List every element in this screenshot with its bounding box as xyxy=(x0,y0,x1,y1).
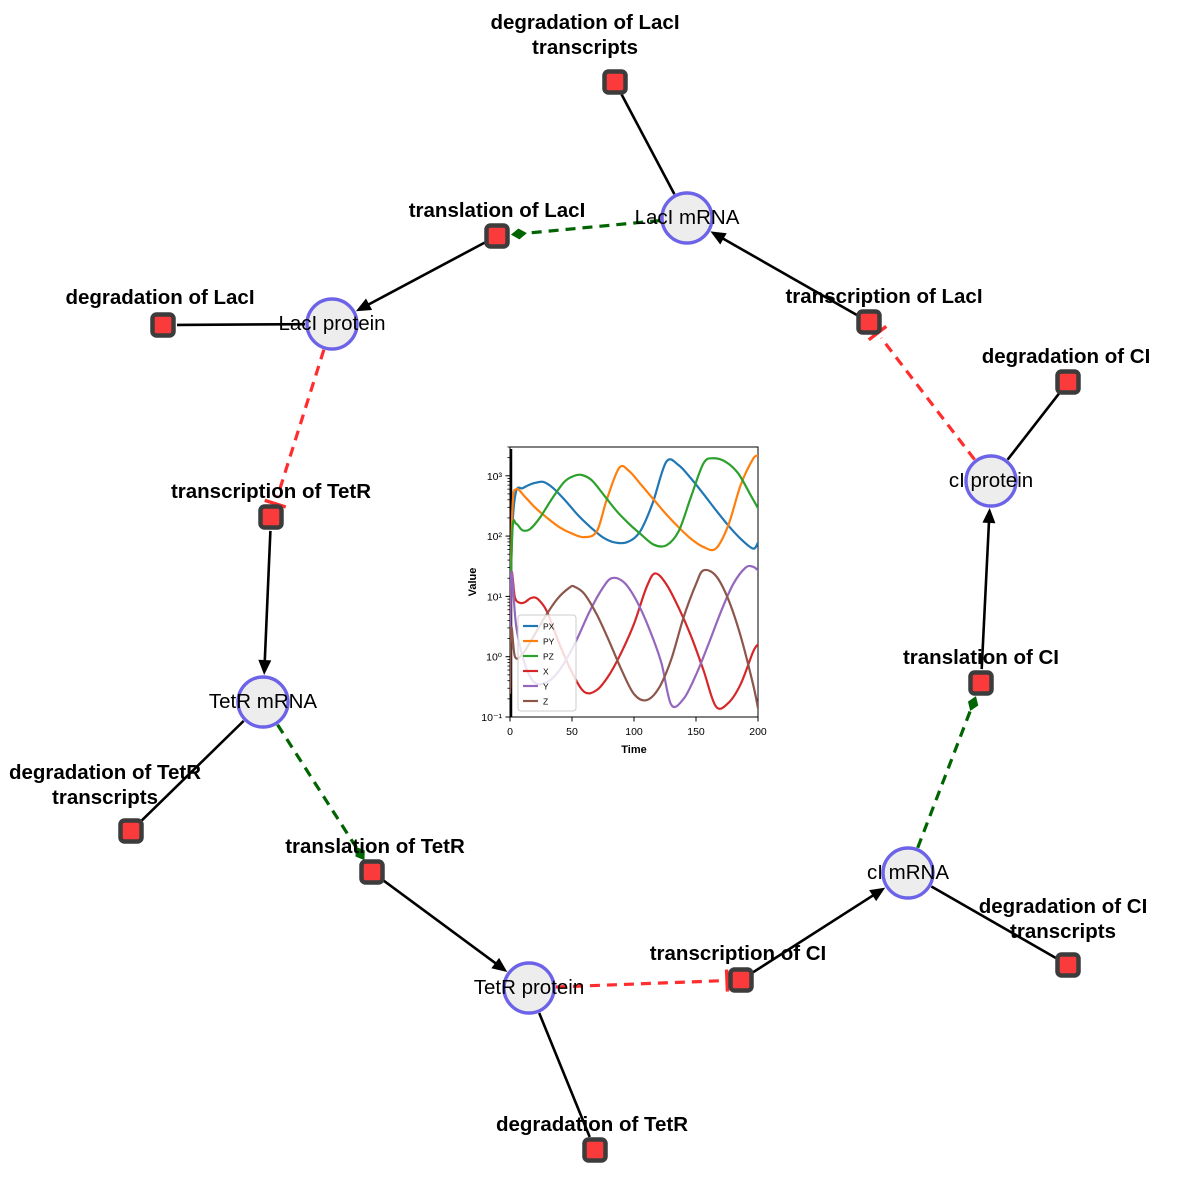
edge-substrate xyxy=(930,885,1057,960)
timecourse-inset-chart: 10⁻¹ 10⁰ 10¹ 10² 10³ 0 50 100 150 200 Time Value PX P… xyxy=(462,437,780,763)
arrowhead-triangle xyxy=(258,659,272,676)
reaction-node-deg_tetr[interactable] xyxy=(582,1137,608,1163)
reaction-node-tl_ci[interactable] xyxy=(968,670,994,696)
reaction-node-deg_ci_tr[interactable] xyxy=(1055,952,1081,978)
edge-substrate xyxy=(620,93,676,195)
species-label-tetr_prot: TetR protein xyxy=(473,976,585,999)
reaction-node-tl_tetr[interactable] xyxy=(359,859,385,885)
reaction-node-tx_tetr[interactable] xyxy=(258,504,284,530)
reaction-label-deg_laci_tr: degradation of LacI transcripts xyxy=(490,11,680,59)
chart-legend-label-Z: Z xyxy=(543,696,548,706)
edge-substrate xyxy=(263,530,272,667)
chart-legend-label-PZ: PZ xyxy=(543,651,554,661)
chart-legend-label-X: X xyxy=(543,666,549,676)
chart-legend-label-PY: PY xyxy=(543,636,555,646)
chart-xtick-label: 100 xyxy=(625,726,643,738)
reaction-node-deg_tetr_tr[interactable] xyxy=(118,818,144,844)
edge-substrate xyxy=(140,719,245,823)
chart-ytick-label: 10³ xyxy=(487,471,503,483)
arrowhead-triangle xyxy=(355,298,373,312)
chart-xtick-label: 50 xyxy=(566,726,578,738)
reaction-label-deg_tetr: degradation of TetR xyxy=(495,1113,689,1136)
reaction-label-deg_laci: degradation of LacI xyxy=(65,286,255,309)
edge-catalysis xyxy=(916,702,975,849)
species-label-laci_mrna: LacI mRNA xyxy=(634,206,740,229)
edge-inhibition xyxy=(555,979,722,989)
arrowhead-triangle xyxy=(982,507,996,524)
reaction-node-tl_laci[interactable] xyxy=(484,223,510,249)
edge-substrate xyxy=(537,1012,591,1138)
reaction-node-deg_ci[interactable] xyxy=(1055,369,1081,395)
species-label-tetr_mrna: TetR mRNA xyxy=(208,690,318,713)
arrowhead-diamond xyxy=(967,696,979,712)
species-node-ci_prot[interactable] xyxy=(964,454,1018,508)
reaction-label-deg_ci_tr: degradation of CI transcripts xyxy=(978,895,1148,943)
chart-series-PY xyxy=(510,454,758,616)
species-label-ci_mrna: cI mRNA xyxy=(867,861,949,884)
edge-catalysis xyxy=(276,723,362,855)
chart-ytick-label: 10² xyxy=(487,531,503,543)
arrowhead-triangle xyxy=(869,887,886,902)
species-node-ci_mrna[interactable] xyxy=(881,846,935,900)
species-node-tetr_prot[interactable] xyxy=(502,961,556,1015)
chart-ytick-label: 10¹ xyxy=(487,591,503,603)
edge-inhibition xyxy=(879,336,976,461)
chart-series-PZ xyxy=(510,457,758,622)
edge-substrate xyxy=(752,891,879,974)
edge-substrate xyxy=(717,234,858,317)
chart-ytick-label: 10⁻¹ xyxy=(481,712,502,724)
reaction-label-deg_tetr_tr: degradation of TetR transcripts xyxy=(8,761,202,809)
arrowhead-diamond xyxy=(355,846,365,861)
species-node-laci_prot[interactable] xyxy=(305,297,359,351)
chart-xtick-label: 200 xyxy=(749,726,767,738)
reaction-label-tl_tetr: translation of TetR xyxy=(285,835,465,858)
arrowhead-tbar xyxy=(264,498,287,509)
arrowhead-triangle xyxy=(491,957,508,972)
edge-substrate xyxy=(980,516,991,670)
edge-inhibition xyxy=(275,349,326,499)
chart-yaxis-label: Value xyxy=(467,568,479,597)
reaction-label-tl_ci: translation of CI xyxy=(902,646,1060,669)
chart-ytick-label: 10⁰ xyxy=(486,652,503,664)
species-node-laci_mrna[interactable] xyxy=(660,191,714,245)
reaction-label-deg_ci: degradation of CI xyxy=(981,345,1151,368)
arrowhead-diamond xyxy=(510,228,527,240)
reaction-label-tx_tetr: transcription of TetR xyxy=(170,480,372,503)
reaction-node-tx_laci[interactable] xyxy=(856,309,882,335)
chart-legend-label-Y: Y xyxy=(543,681,549,691)
chart-xtick-label: 0 xyxy=(507,726,513,738)
reaction-node-deg_laci[interactable] xyxy=(150,312,176,338)
edge-substrate xyxy=(176,322,306,327)
chart-legend-label-PX: PX xyxy=(543,621,555,631)
chart-xaxis-label: Time xyxy=(621,744,646,756)
reaction-label-tx_ci: transcription of CI xyxy=(649,942,827,965)
edge-substrate xyxy=(382,879,501,968)
arrowhead-tbar xyxy=(724,969,730,992)
chart-series-PX xyxy=(510,458,758,616)
edge-catalysis xyxy=(518,218,661,236)
species-node-tetr_mrna[interactable] xyxy=(236,675,290,729)
reaction-node-tx_ci[interactable] xyxy=(728,967,754,993)
edge-substrate xyxy=(1006,392,1061,461)
chart-series-X xyxy=(510,571,758,710)
chart-xtick-label: 150 xyxy=(687,726,705,738)
reaction-label-tl_laci: translation of LacI xyxy=(408,199,586,222)
arrowhead-triangle xyxy=(710,231,727,245)
species-label-laci_prot: LacI protein xyxy=(278,312,386,335)
edge-substrate xyxy=(363,241,486,309)
reaction-node-deg_laci_tr[interactable] xyxy=(602,69,628,95)
species-label-ci_prot: cI protein xyxy=(948,469,1034,492)
reaction-label-tx_laci: transcription of LacI xyxy=(785,285,983,308)
